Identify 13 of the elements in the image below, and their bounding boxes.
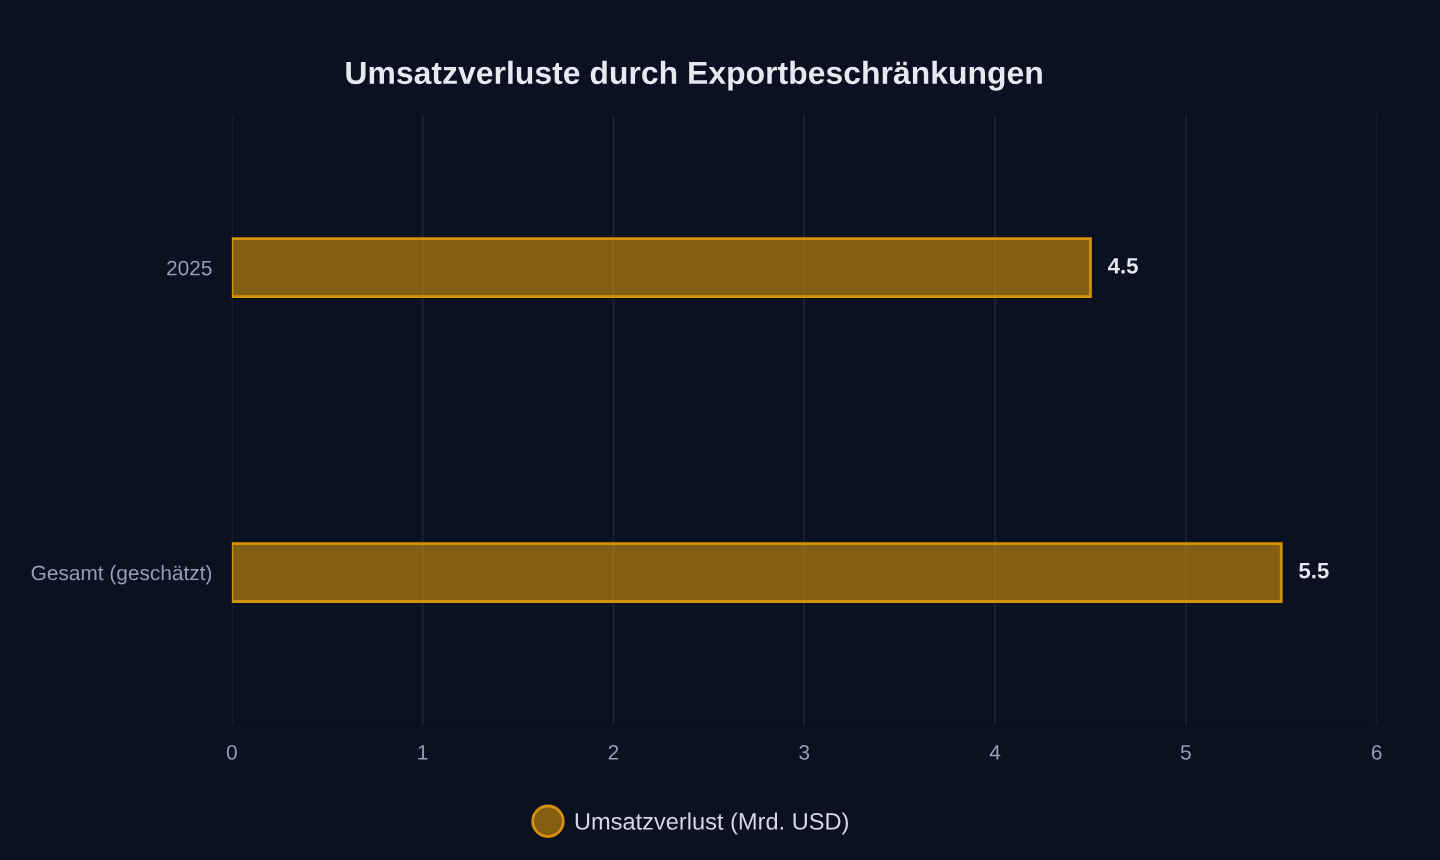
y-tick-label: Gesamt (geschätzt) <box>31 565 212 585</box>
x-tick-label: 6 <box>1371 744 1382 760</box>
x-tick-label: 2 <box>608 744 619 760</box>
x-tick-label: 5 <box>1180 745 1191 760</box>
x-tick-label: 1 <box>418 745 428 760</box>
x-tick-label: 3 <box>799 744 810 760</box>
chart-title: Umsatzverluste durch Exportbeschränkungen <box>346 60 1042 91</box>
data-label: 4.5 <box>1107 258 1138 274</box>
data-label: 5.5 <box>1299 563 1329 579</box>
x-tick-label: 4 <box>989 745 1001 760</box>
y-tick-label: 2025 <box>167 260 212 276</box>
x-tick-label: 0 <box>226 744 237 760</box>
legend-label: Umsatzverlust (Mrd. USD) <box>575 812 848 835</box>
